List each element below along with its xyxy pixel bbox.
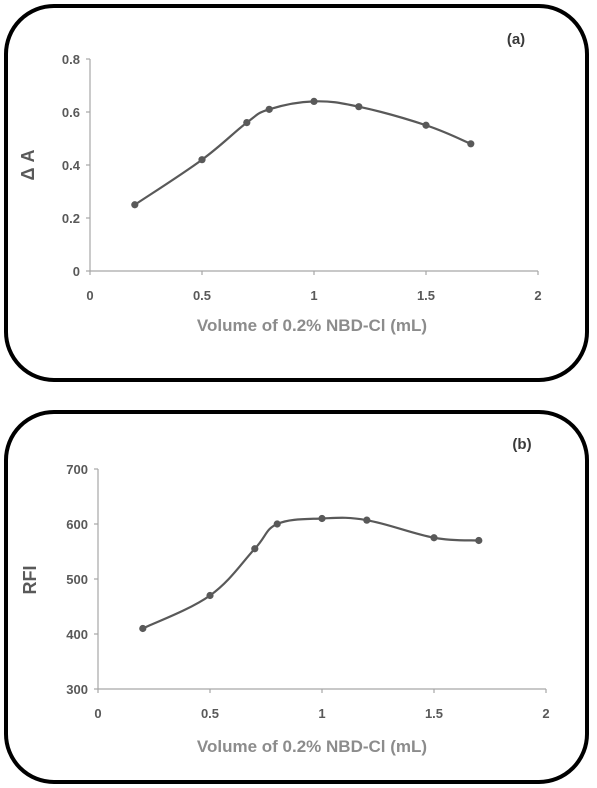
y-tick-label: 0.6 xyxy=(62,105,80,120)
panel-frame xyxy=(4,4,589,382)
x-tick-label: 2 xyxy=(542,706,549,721)
y-tick-label: 700 xyxy=(66,462,88,477)
y-tick-label: 0.8 xyxy=(62,52,80,67)
panel-label: (b) xyxy=(512,436,531,453)
x-tick-label: 2 xyxy=(534,288,541,303)
chart-panel-a: 0 0.2 0.4 0.6 0.8 0 0.5 1 1.5 2 Volume of 0.2% NBD… xyxy=(4,4,589,382)
data-point xyxy=(198,156,206,164)
y-tick-label: 400 xyxy=(66,627,88,642)
data-point xyxy=(422,121,430,129)
x-axis-title: Volume of 0.2% NBD-Cl (mL) xyxy=(197,737,427,756)
data-point xyxy=(467,140,475,148)
data-point xyxy=(318,514,326,523)
data-point xyxy=(430,534,438,542)
x-tick-label: 1 xyxy=(318,706,325,721)
y-tick-label: 300 xyxy=(66,682,88,697)
y-tick-label: 0 xyxy=(73,264,80,279)
x-axis-title: Volume of 0.2% NBD-Cl (mL) xyxy=(197,316,427,335)
data-point xyxy=(273,520,281,528)
panel-frame xyxy=(4,410,589,784)
x-tick-label: 0 xyxy=(94,706,101,721)
data-point xyxy=(475,536,483,545)
x-tick-label: 0.5 xyxy=(193,288,211,303)
panel-label: (a) xyxy=(507,31,525,48)
data-point xyxy=(251,545,259,553)
chart-panel-b: 300 400 500 600 700 0 0.5 1 1.5 2 Volume of 0.2% N… xyxy=(4,410,589,784)
data-point xyxy=(131,201,139,209)
data-point xyxy=(243,119,251,127)
y-tick-label: 0.2 xyxy=(62,211,80,226)
data-point xyxy=(310,97,318,105)
data-point xyxy=(206,591,214,600)
y-tick-label: 500 xyxy=(66,572,88,587)
data-point xyxy=(139,624,147,633)
y-axis-title: Δ A xyxy=(18,150,38,181)
x-tick-label: 1.5 xyxy=(425,706,443,721)
y-axis-title: RFI xyxy=(20,566,40,595)
data-point xyxy=(363,516,371,524)
data-point xyxy=(355,103,363,111)
x-tick-label: 1 xyxy=(310,288,317,303)
y-tick-label: 600 xyxy=(66,517,88,532)
x-tick-label: 0.5 xyxy=(201,706,219,721)
y-tick-label: 0.4 xyxy=(62,158,81,173)
x-tick-label: 0 xyxy=(86,288,93,303)
x-tick-label: 1.5 xyxy=(417,288,435,303)
data-point xyxy=(265,105,273,113)
